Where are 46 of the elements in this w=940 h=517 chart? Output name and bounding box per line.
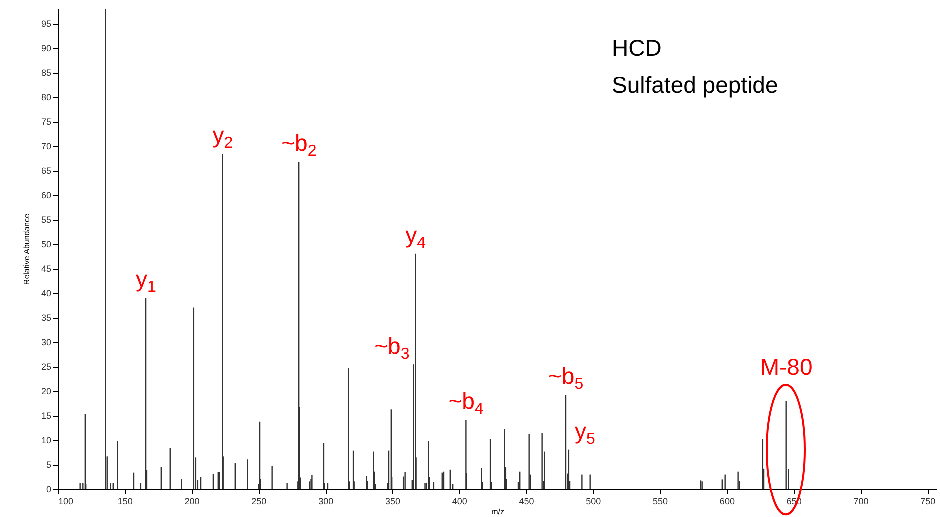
annotation: M-80 — [760, 354, 813, 380]
x-tick-label: 500 — [586, 496, 602, 506]
y-tick-label: 10 — [41, 436, 52, 446]
y-tick-label: 30 — [41, 338, 52, 348]
y-tick-label: 85 — [41, 68, 52, 78]
y-tick-label: 45 — [41, 264, 52, 274]
x-axis-title: m/z — [492, 508, 504, 516]
y-tick-label: 50 — [41, 240, 52, 250]
x-tick-label: 700 — [854, 496, 869, 506]
x-tick-label: 300 — [318, 496, 334, 506]
annotation: ~b$_{5}$ — [548, 363, 584, 394]
y-tick-label: 0 — [46, 484, 52, 494]
annotation: y$_{4}$ — [406, 222, 426, 252]
y-tick-label: 80 — [41, 92, 52, 103]
annotation: y$_{5}$ — [574, 418, 596, 448]
x-tick-label: 200 — [184, 496, 200, 506]
x-tick-label: 100 — [58, 496, 74, 506]
y-tick-label: 90 — [41, 44, 52, 54]
x-tick-label: 250 — [252, 496, 267, 506]
annotation: ~b$_{4}$ — [448, 388, 484, 418]
y-tick-label: 75 — [41, 117, 52, 128]
y-axis-title: Relative Abundance — [22, 213, 32, 286]
x-tick-label: 450 — [519, 496, 534, 506]
y-tick-label: 20 — [41, 386, 52, 397]
y-tick-label: 15 — [41, 411, 52, 422]
annotation: HCD — [612, 34, 662, 63]
annotation: y$_{1}$ — [136, 266, 156, 296]
annotation: ~b$_{3}$ — [374, 332, 410, 363]
y-tick-label: 95 — [41, 19, 52, 30]
annotation: y$_{2}$ — [212, 122, 234, 152]
annotation: Sulfated peptide — [612, 71, 778, 100]
x-tick-label: 150 — [118, 496, 133, 506]
y-tick-label: 70 — [41, 142, 52, 152]
y-tick-label: 35 — [41, 313, 52, 324]
y-tick-label: 65 — [41, 166, 52, 176]
y-tick-label: 25 — [41, 362, 52, 372]
x-tick-label: 600 — [720, 496, 735, 506]
x-tick-label: 550 — [653, 496, 668, 506]
y-tick-label: 60 — [41, 190, 52, 201]
x-tick-label: 400 — [452, 496, 468, 506]
y-tick-label: 40 — [41, 288, 52, 299]
y-tick-label: 55 — [41, 215, 52, 226]
y-tick-label: 5 — [46, 460, 52, 470]
x-tick-label: 350 — [385, 496, 400, 506]
annotation: ~b$_{2}$ — [282, 130, 317, 160]
x-tick-label: 750 — [920, 496, 936, 506]
